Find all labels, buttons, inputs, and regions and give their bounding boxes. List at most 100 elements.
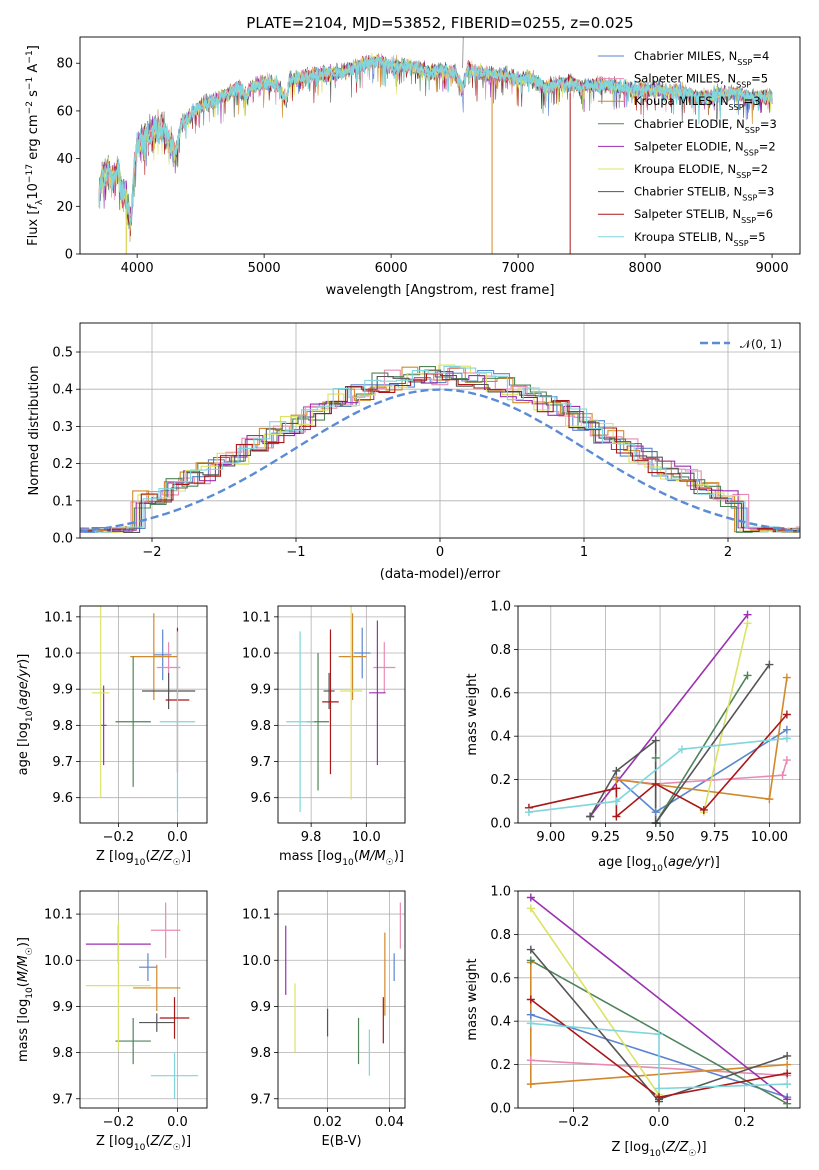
axes-frame <box>79 36 801 255</box>
legend-label-6: Chabrier STELIB, NSSP=3 <box>634 185 774 203</box>
weight-marker <box>651 779 660 788</box>
y-tick-label: 0.6 <box>490 971 511 986</box>
x-tick-label: 9000 <box>756 261 789 276</box>
x-tick-label: 9.75 <box>700 830 729 845</box>
histogram-step-4 <box>80 371 800 532</box>
axes-frame <box>277 605 406 824</box>
y-tick-label: 0.6 <box>490 686 511 701</box>
x-tick-label: 0.02 <box>313 1115 342 1130</box>
weight-marker <box>526 1019 535 1028</box>
y-tick-label: 9.8 <box>52 719 73 734</box>
x-tick-label: 0.0 <box>167 1115 188 1130</box>
y-tick-label: 40 <box>56 152 73 167</box>
y-tick-label: 20 <box>56 200 73 215</box>
y-tick-label: 9.7 <box>52 1092 73 1107</box>
weight-marker <box>655 1030 663 1039</box>
y-tick-label: 0.2 <box>490 773 511 788</box>
residual-ylabel: Normed distribution <box>27 366 42 496</box>
plot-area-residuals <box>80 364 800 533</box>
weight-line-3 <box>654 674 749 823</box>
plot-area-mass-vs-ebv <box>285 902 401 1076</box>
y-tick-label: 10.1 <box>44 908 73 923</box>
y-tick-label: 9.6 <box>52 791 73 806</box>
x-tick-label: 0.0 <box>649 1115 670 1130</box>
weight-marker <box>526 1080 535 1089</box>
histogram-step-5 <box>80 364 800 533</box>
weight-marker <box>677 745 686 754</box>
x-tick-label: 0 <box>436 545 444 560</box>
x-tick-label: 10.0 <box>352 830 381 845</box>
y-tick-label: 9.9 <box>52 683 73 698</box>
y-tick-label: 1.0 <box>490 600 511 615</box>
weight-marker <box>765 660 774 669</box>
weight-marker <box>651 753 660 762</box>
weight-marker <box>765 795 774 804</box>
x-tick-label: 4000 <box>121 261 154 276</box>
legend-label-5: Kroupa ELODIE, NSSP=2 <box>634 162 768 180</box>
weight-marker <box>651 736 660 745</box>
spectrum-legend: Chabrier MILES, NSSP=4 Salpeter MILES, NS… <box>598 49 777 247</box>
weight-marker <box>782 756 791 765</box>
y-tick-label: 9.8 <box>250 1046 271 1061</box>
weight-vs-Z-ylabel: mass weight <box>465 958 480 1040</box>
y-tick-label: 9.8 <box>250 719 271 734</box>
x-tick-label: 9.25 <box>591 830 620 845</box>
x-tick-label: −2 <box>142 545 161 560</box>
x-tick-label: 7000 <box>502 261 535 276</box>
x-tick-label: 0.0 <box>167 830 188 845</box>
weight-line-7 <box>528 713 788 819</box>
x-tick-label: 0.04 <box>375 1115 404 1130</box>
histogram-step-2 <box>80 366 800 533</box>
y-tick-label: 0.4 <box>490 730 511 745</box>
y-tick-label: 60 <box>56 104 73 119</box>
axes-weight-vs-age: 9.00 9.25 9.50 9.75 10.00 0.0 0.2 0.4 0.6 0.8 1.0 a… <box>465 600 801 874</box>
axes-frame <box>79 890 208 1109</box>
mass-vs-Z-ylabel: mass [log10(M/M☉)] <box>16 937 35 1062</box>
weight-marker <box>612 784 621 793</box>
weight-marker <box>783 1080 792 1089</box>
weight-marker <box>743 619 752 628</box>
mass-vs-ebv-xlabel: E(B-V) <box>321 1134 361 1149</box>
weight-marker <box>783 1060 792 1069</box>
weight-marker <box>526 995 535 1004</box>
y-tick-label: 0.2 <box>52 457 73 472</box>
y-tick-label: 9.9 <box>52 1000 73 1015</box>
age-vs-Z-xlabel: Z [log10(Z/Z☉)] <box>96 849 191 868</box>
legend-label-8: Kroupa STELIB, NSSP=5 <box>634 230 766 248</box>
weight-marker <box>526 1056 535 1065</box>
plot-area-spectrum <box>98 37 773 254</box>
plot-area-age-vs-mass <box>286 606 396 813</box>
y-tick-label: 9.7 <box>250 1092 271 1107</box>
legend-label-3: Chabrier ELODIE, NSSP=3 <box>634 117 777 135</box>
y-tick-label: 0.4 <box>52 383 73 398</box>
y-tick-label: 10.1 <box>242 610 271 625</box>
normal-legend-label: 𝒩(0, 1) <box>740 337 782 351</box>
y-tick-label: 0.4 <box>490 1015 511 1030</box>
x-tick-label: 9.8 <box>301 830 322 845</box>
histogram-step-8 <box>80 365 800 533</box>
spectrum-xlabel: wavelength [Angstrom, rest frame] <box>326 283 555 298</box>
y-tick-label: 9.7 <box>52 755 73 770</box>
y-tick-label: 0 <box>65 248 73 263</box>
x-tick-label: 0.2 <box>734 1115 755 1130</box>
weight-marker <box>783 1051 792 1060</box>
legend-label-4: Salpeter ELODIE, NSSP=2 <box>634 139 776 157</box>
y-tick-label: 0.3 <box>52 420 73 435</box>
weight-vs-age-xlabel: age [log10(age/yr)] <box>598 855 720 874</box>
weight-marker <box>612 812 621 821</box>
age-vs-Z-ylabel: age [log10(age/yr)] <box>16 654 35 776</box>
normal-curve <box>80 388 800 533</box>
axes-frame <box>517 890 801 1109</box>
y-tick-label: 9.9 <box>250 1000 271 1015</box>
halpha-spike <box>462 37 464 69</box>
y-tick-label: 0.0 <box>490 1102 511 1117</box>
x-tick-label: 10.00 <box>751 830 788 845</box>
y-tick-label: 10.0 <box>242 954 271 969</box>
weight-marker <box>655 1093 663 1102</box>
plot-area-weight-vs-age <box>528 614 788 823</box>
y-tick-label: 0.0 <box>52 532 73 547</box>
axes-mass-vs-ebv: 0.02 0.04 9.7 9.8 9.9 10.0 10.1 E(B-V) <box>242 890 406 1149</box>
x-tick-label: −0.2 <box>558 1115 590 1130</box>
y-tick-label: 10.0 <box>242 647 271 662</box>
axes-frame <box>79 322 801 539</box>
